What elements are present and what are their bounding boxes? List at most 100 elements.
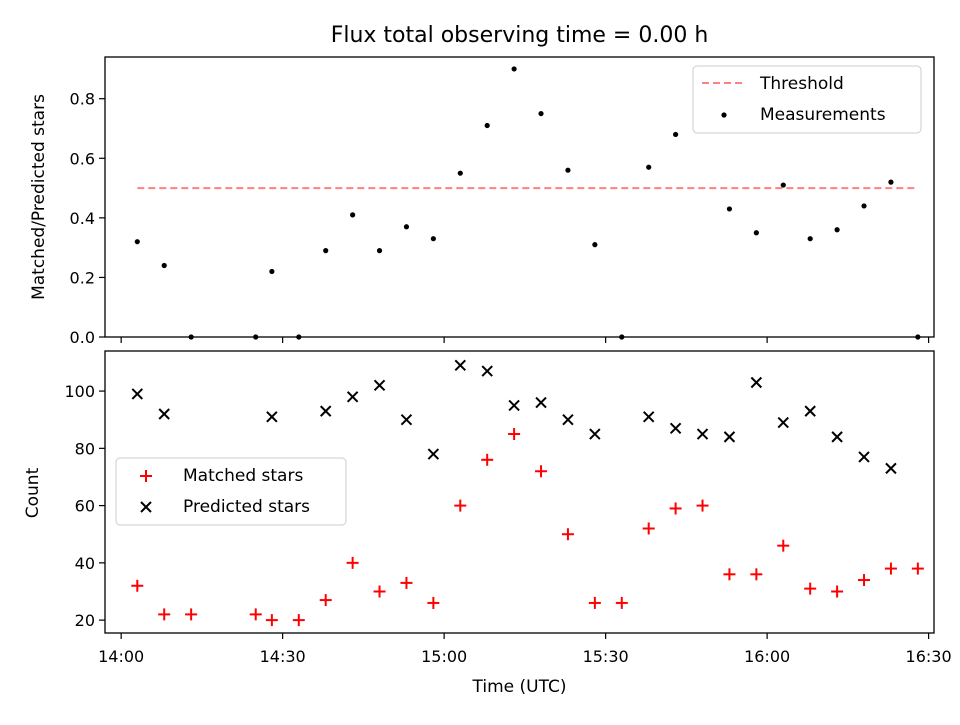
predicted-point xyxy=(589,428,601,440)
predicted-point xyxy=(669,422,682,435)
x-tick-label: 14:30 xyxy=(260,647,306,666)
measurement-point xyxy=(834,227,840,233)
predicted-point xyxy=(804,405,816,417)
predicted-point xyxy=(508,399,520,412)
measurement-point xyxy=(673,131,679,138)
predicted-point xyxy=(777,416,789,429)
matched-point xyxy=(427,596,440,609)
measurement-point xyxy=(161,262,167,269)
count-y-tick-label: 100 xyxy=(64,382,95,401)
predicted-point xyxy=(885,462,897,475)
measurement-point xyxy=(807,236,813,242)
measurement-point xyxy=(861,203,867,209)
count-y-tick-label: 40 xyxy=(75,554,95,573)
matched-point xyxy=(831,585,844,598)
ratio-y-tick-label: 0.8 xyxy=(70,90,95,109)
predicted-point xyxy=(750,376,763,389)
count-panel: Count Time (UTC) 20 40 60 80 100 14:00 14:30 1… xyxy=(23,350,952,697)
measurement-point xyxy=(376,248,383,254)
matched-point xyxy=(723,568,736,581)
legend-predicted-swatch xyxy=(140,501,152,513)
predicted-point xyxy=(373,379,386,392)
ratio-panel: Flux total observing time = 0.00 h Match… xyxy=(29,23,935,347)
predicted-point xyxy=(831,431,843,443)
measurement-point xyxy=(538,110,544,117)
measurement-point xyxy=(646,164,652,170)
matched-point xyxy=(588,596,601,609)
predicted-point xyxy=(427,448,440,460)
ratio-y-tick-label: 0.0 xyxy=(70,328,95,347)
count-plot-frame xyxy=(104,350,935,634)
measurement-point xyxy=(753,230,759,236)
x-tick-label: 14:00 xyxy=(98,647,144,666)
matched-point xyxy=(858,574,871,587)
ratio-y-ticks: 0.0 0.2 0.4 0.6 0.8 xyxy=(70,90,105,347)
legend-threshold-label: Threshold xyxy=(759,74,844,94)
count-y-tick-label: 60 xyxy=(75,497,95,516)
count-legend-box xyxy=(115,457,347,526)
measurement-point xyxy=(726,206,733,212)
matched-point xyxy=(884,562,897,575)
matched-point xyxy=(696,499,709,512)
measurement-point xyxy=(403,224,410,230)
measurement-point xyxy=(188,334,194,340)
x-axis-label: Time (UTC) xyxy=(472,677,567,697)
x-tick-label: 15:30 xyxy=(583,647,629,666)
predicted-point xyxy=(481,365,493,377)
measurement-point xyxy=(457,170,463,176)
ratio-y-tick-label: 0.6 xyxy=(70,149,95,168)
predicted-point xyxy=(454,359,466,372)
measurement-point xyxy=(565,167,571,173)
predicted-point xyxy=(562,414,574,426)
measurement-point xyxy=(619,334,625,340)
ratio-plot-frame xyxy=(104,56,935,338)
count-y-tick-label: 80 xyxy=(75,439,95,458)
matched-point xyxy=(750,568,763,581)
matched-point xyxy=(642,522,655,535)
counts-layer xyxy=(131,359,924,627)
count-legend: Matched stars Predicted stars xyxy=(115,457,347,526)
matched-point xyxy=(265,614,278,627)
ratio-y-tick-label: 0.4 xyxy=(70,209,95,228)
predicted-point xyxy=(858,451,870,463)
predicted-point xyxy=(696,428,709,440)
predicted-point xyxy=(400,414,413,426)
count-y-tick-label: 20 xyxy=(75,611,95,630)
legend-matched-label: Matched stars xyxy=(183,466,303,486)
matched-point xyxy=(911,562,924,575)
measurement-point xyxy=(780,182,786,188)
matched-point xyxy=(249,608,262,621)
matched-point xyxy=(561,528,574,541)
predicted-point xyxy=(642,411,655,423)
matched-point xyxy=(158,608,171,621)
legend-matched-swatch xyxy=(140,470,152,482)
ratio-legend-box xyxy=(692,65,922,134)
measurement-point xyxy=(888,179,894,185)
matched-point xyxy=(508,428,521,441)
x-tick-label: 16:30 xyxy=(906,647,952,666)
matched-point xyxy=(454,499,467,512)
matched-point xyxy=(319,594,332,607)
measurement-point xyxy=(350,212,356,218)
measurement-point xyxy=(296,334,302,340)
chart-title: Flux total observing time = 0.00 h xyxy=(331,23,709,48)
measurement-point xyxy=(323,248,329,254)
matched-point xyxy=(185,608,198,621)
matched-point xyxy=(346,556,359,569)
matched-point xyxy=(292,614,305,627)
ratio-x-tick-marks xyxy=(120,337,930,343)
count-y-axis-label: Count xyxy=(23,467,43,518)
matched-point xyxy=(481,453,494,466)
legend-measurements-label: Measurements xyxy=(760,105,886,125)
ratio-y-axis-label: Matched/Predicted stars xyxy=(29,94,49,300)
predicted-point xyxy=(320,405,332,417)
predicted-point xyxy=(535,396,547,409)
matched-point xyxy=(669,502,682,515)
x-tick-label: 15:00 xyxy=(421,647,467,666)
ratio-legend: Threshold Measurements xyxy=(692,65,922,134)
predicted-point xyxy=(131,388,144,400)
matched-point xyxy=(777,539,790,552)
x-tick-label: 16:00 xyxy=(744,647,790,666)
predicted-point xyxy=(266,411,278,423)
